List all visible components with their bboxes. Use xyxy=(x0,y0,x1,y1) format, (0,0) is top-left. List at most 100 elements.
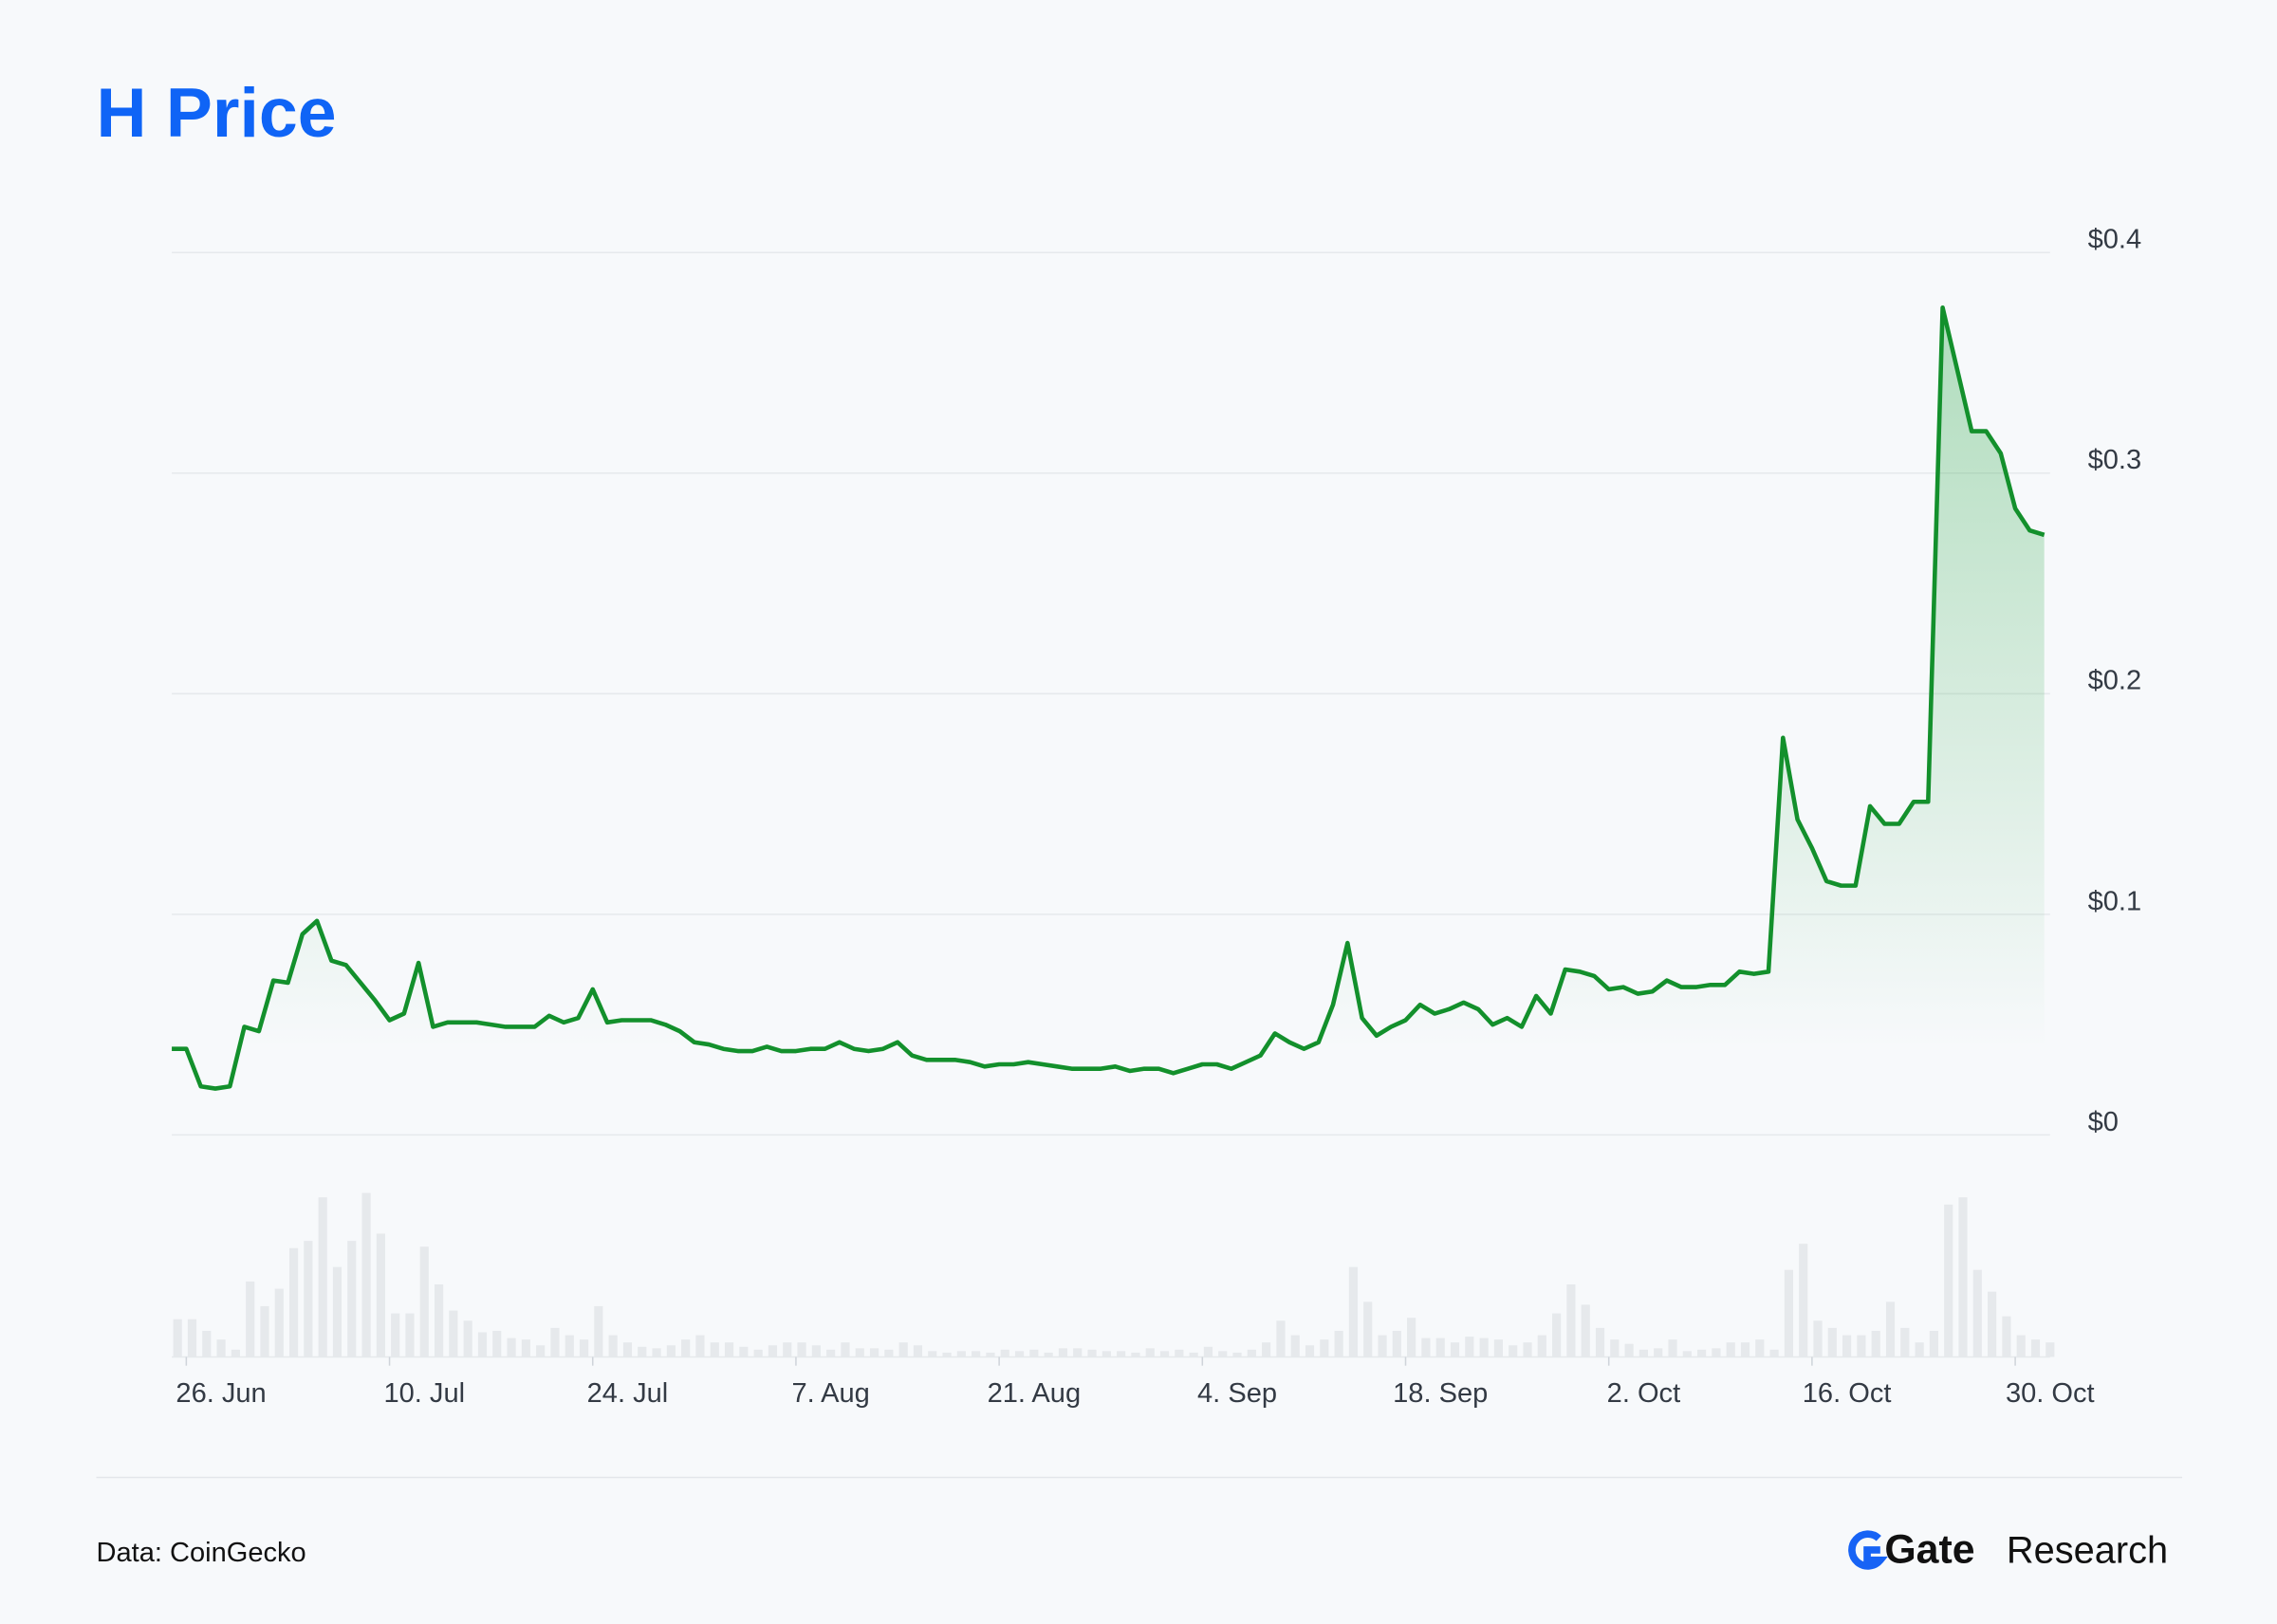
volume-bar xyxy=(1232,1352,1242,1357)
volume-bar xyxy=(956,1351,966,1357)
volume-bar xyxy=(666,1345,676,1357)
volume-bar xyxy=(173,1319,182,1357)
volume-bar xyxy=(1029,1349,1039,1357)
chart-title: H Price xyxy=(97,74,337,152)
volume-bar xyxy=(1668,1339,1677,1357)
volume-bar xyxy=(986,1352,995,1357)
x-tick-label: 21. Aug xyxy=(988,1378,1082,1409)
y-tick-label: $0 xyxy=(2088,1107,2119,1137)
volume-bar xyxy=(434,1283,444,1357)
volume-bar xyxy=(1131,1352,1140,1357)
volume-bar xyxy=(565,1335,574,1357)
volume-bar xyxy=(1000,1349,1009,1357)
volume-bar xyxy=(811,1345,821,1357)
volume-bar xyxy=(304,1241,313,1357)
volume-bar xyxy=(594,1305,603,1357)
volume-bar xyxy=(622,1342,633,1357)
volume-bar xyxy=(405,1313,415,1357)
area-fill xyxy=(172,307,2045,1135)
volume-bar xyxy=(1218,1351,1228,1357)
volume-bar xyxy=(1290,1335,1300,1357)
volume-bar xyxy=(579,1339,589,1357)
volume-bar xyxy=(419,1246,429,1357)
x-tick-label: 2. Oct xyxy=(1607,1378,1680,1409)
volume-bar xyxy=(1552,1313,1562,1357)
volume-bar xyxy=(1813,1320,1823,1357)
volume-bar xyxy=(1654,1348,1663,1357)
volume-bar xyxy=(1958,1197,1968,1357)
volume-bar xyxy=(1465,1337,1474,1357)
volume-bar xyxy=(1537,1335,1546,1357)
volume-bar xyxy=(1247,1349,1256,1357)
volume-bar xyxy=(942,1352,952,1357)
volume-bar xyxy=(1566,1283,1576,1357)
volume-bar xyxy=(318,1197,327,1357)
volume-bar xyxy=(1581,1304,1590,1357)
volume-bar xyxy=(1407,1318,1416,1357)
volume-bar xyxy=(361,1192,371,1357)
volume-bar xyxy=(288,1247,299,1357)
volume-bar xyxy=(608,1335,618,1357)
volume-bar xyxy=(1682,1351,1692,1357)
volume-bar xyxy=(1929,1330,1938,1357)
volume-bar xyxy=(1624,1343,1634,1357)
brand-icon xyxy=(1848,1530,1888,1570)
x-tick-label: 30. Oct xyxy=(2006,1378,2095,1409)
volume-bar xyxy=(391,1313,400,1357)
volume-bar xyxy=(347,1241,357,1357)
volume-bar xyxy=(477,1332,488,1357)
volume-bar xyxy=(1769,1349,1779,1357)
volume-bar xyxy=(1523,1342,1532,1357)
volume-bar xyxy=(1378,1335,1387,1357)
volume-bar xyxy=(521,1339,530,1357)
volume-bar xyxy=(1740,1342,1750,1357)
volume-bar xyxy=(884,1349,894,1357)
volume-bar xyxy=(1334,1330,1343,1357)
volume-bar xyxy=(652,1348,661,1357)
volume-bar xyxy=(1175,1349,1184,1357)
x-tick-label: 4. Sep xyxy=(1197,1378,1277,1409)
volume-bar xyxy=(2046,1342,2055,1357)
volume-bar xyxy=(1276,1320,1286,1357)
volume-bar xyxy=(1087,1349,1097,1357)
volume-bar xyxy=(841,1342,850,1357)
x-tick-label: 18. Sep xyxy=(1393,1378,1488,1409)
volume-bar xyxy=(1159,1351,1170,1357)
volume-bar xyxy=(376,1233,385,1357)
volume-bar xyxy=(1726,1342,1735,1357)
volume-bar xyxy=(1320,1339,1329,1357)
volume-bar xyxy=(1435,1338,1445,1357)
volume-bar xyxy=(1988,1291,1997,1357)
brand-name: Gate xyxy=(1884,1527,1974,1573)
volume-bar xyxy=(1610,1339,1620,1357)
x-tick-label: 10. Jul xyxy=(383,1378,465,1409)
volume-bar xyxy=(898,1342,908,1357)
x-tick-label: 24. Jul xyxy=(587,1378,669,1409)
volume-bar xyxy=(1014,1351,1025,1357)
volume-bar xyxy=(550,1327,560,1357)
volume-bar xyxy=(2030,1339,2041,1357)
volume-bar xyxy=(1871,1330,1880,1357)
volume-bar xyxy=(826,1349,836,1357)
volume-bar xyxy=(1363,1301,1373,1357)
volume-bar xyxy=(2002,1316,2011,1357)
volume-bar xyxy=(797,1342,806,1357)
volume-bar xyxy=(1784,1269,1794,1357)
volume-bar xyxy=(1044,1352,1053,1357)
volume-bar xyxy=(202,1330,212,1357)
volume-bar xyxy=(492,1330,502,1357)
volume-bar xyxy=(1058,1348,1068,1357)
volume-bar xyxy=(783,1342,792,1357)
volume-bar xyxy=(1885,1301,1896,1357)
brand-suffix: Research xyxy=(2007,1530,2168,1572)
volume-bar xyxy=(1305,1345,1315,1357)
volume-bar xyxy=(739,1346,749,1357)
volume-bar xyxy=(1203,1346,1213,1357)
volume-bar xyxy=(1638,1349,1649,1357)
volume-bar xyxy=(1827,1327,1837,1357)
volume-bar xyxy=(768,1345,778,1357)
volume-bar xyxy=(463,1320,472,1357)
volume-bar xyxy=(1101,1351,1111,1357)
volume-bar xyxy=(681,1339,691,1357)
